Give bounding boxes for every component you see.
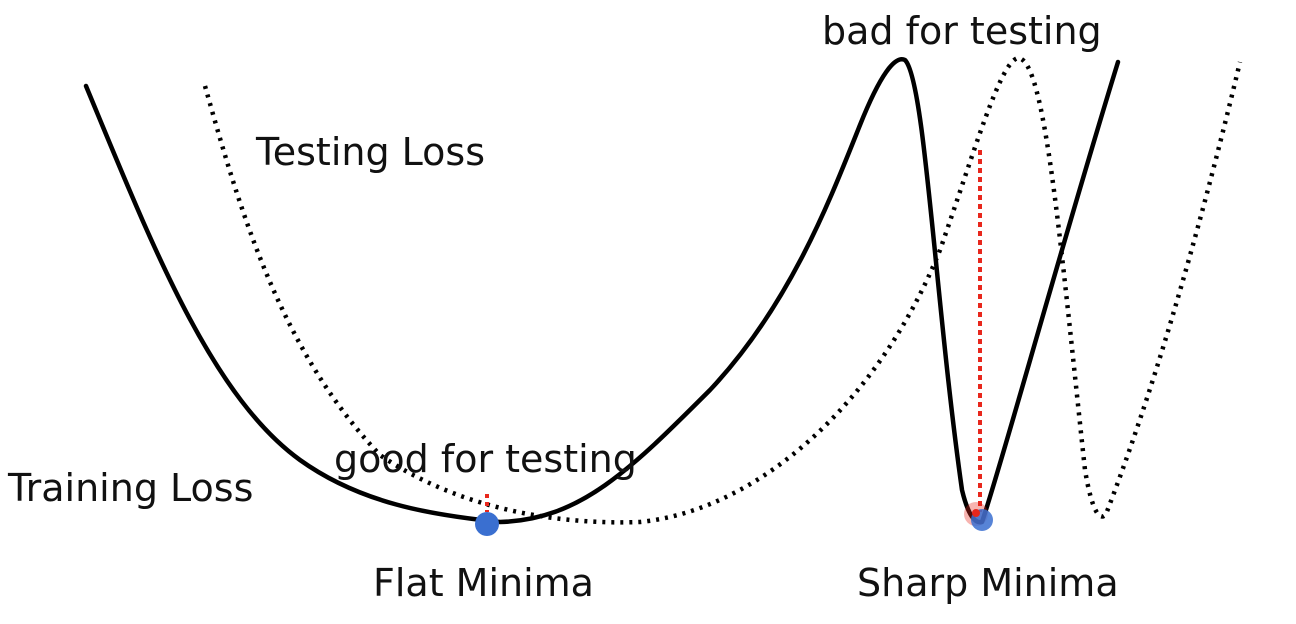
flat-minima-label: Flat Minima xyxy=(373,561,594,605)
testing-loss-label: Testing Loss xyxy=(256,130,486,174)
testing-loss-curve xyxy=(202,55,1243,525)
sharp-minima-label: Sharp Minima xyxy=(857,561,1119,605)
bad-for-testing-label: bad for testing xyxy=(822,9,1102,53)
flat-minima-point xyxy=(475,512,499,536)
good-for-testing-label: good for testing xyxy=(334,437,637,481)
training-loss-label: Training Loss xyxy=(8,466,254,510)
sharp-minima-test-dot xyxy=(972,509,980,517)
